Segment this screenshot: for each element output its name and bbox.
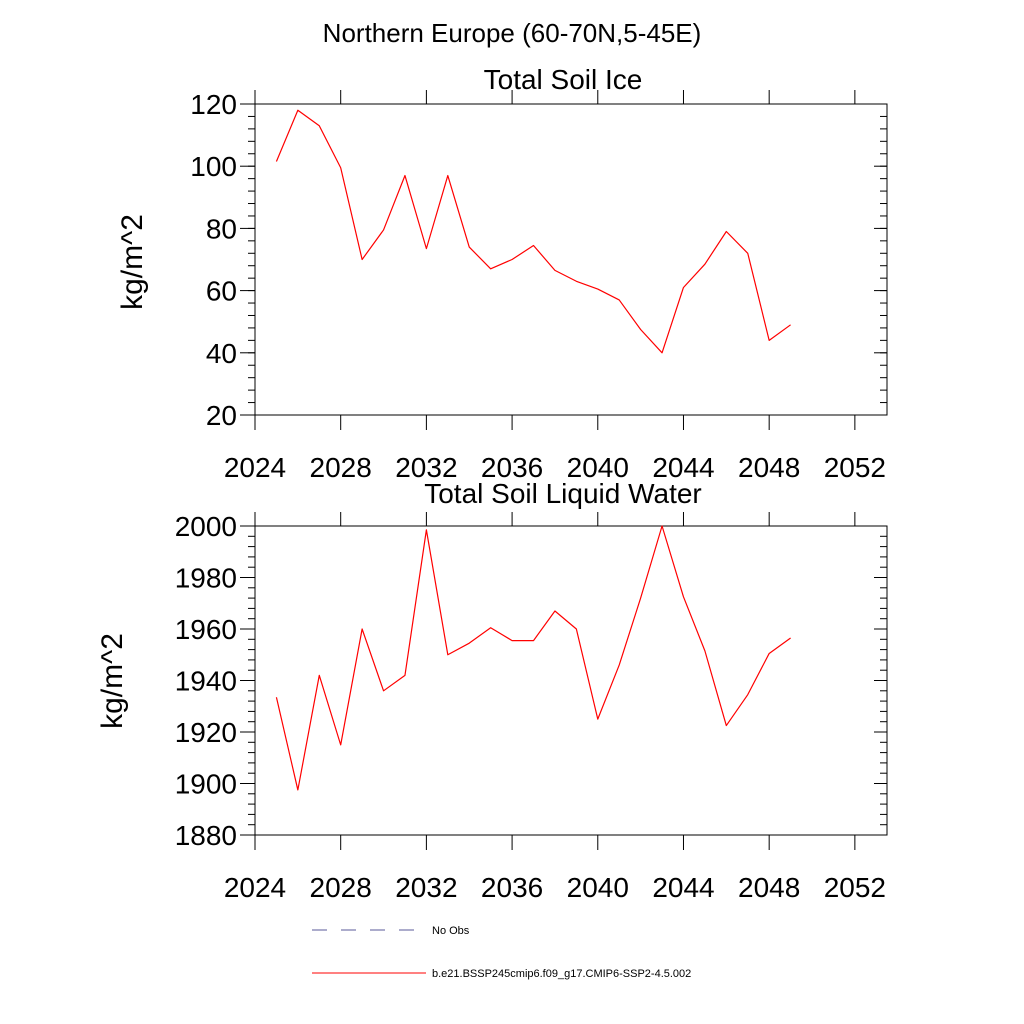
y-axis-label: kg/m^2 <box>116 214 149 310</box>
y-tick-label: 2000 <box>175 511 237 542</box>
y-tick-label: 1900 <box>175 769 237 800</box>
y-tick-label: 40 <box>206 338 237 369</box>
y-tick-label: 80 <box>206 213 237 244</box>
x-tick-label: 2024 <box>224 452 286 483</box>
y-tick-label: 1940 <box>175 666 237 697</box>
figure-title: Northern Europe (60-70N,5-45E) <box>323 18 702 48</box>
y-tick-label: 120 <box>190 89 237 120</box>
x-tick-label: 2044 <box>652 872 714 903</box>
series-line <box>275 109 791 354</box>
x-tick-label: 2028 <box>310 872 372 903</box>
x-tick-label: 2044 <box>652 452 714 483</box>
y-tick-label: 1880 <box>175 820 237 851</box>
y-tick-label: 1980 <box>175 563 237 594</box>
y-tick-label: 1920 <box>175 717 237 748</box>
y-tick-label: 1960 <box>175 614 237 645</box>
x-tick-label: 2048 <box>738 872 800 903</box>
x-tick-label: 2028 <box>310 452 372 483</box>
legend: No Obs b.e21.BSSP245cmip6.f09_g17.CMIP6-… <box>312 925 691 980</box>
series-marks <box>275 109 791 354</box>
soil-liquid-water-chart: Total Soil Liquid Water kg/m^2 188019001… <box>96 478 888 903</box>
x-tick-label: 2052 <box>824 452 886 483</box>
legend-model-label: b.e21.BSSP245cmip6.f09_g17.CMIP6-SSP2-4.… <box>432 968 691 980</box>
legend-obs-label: No Obs <box>432 925 470 937</box>
plot-frame <box>254 525 888 836</box>
x-tick-label: 2052 <box>824 872 886 903</box>
x-tick-label: 2040 <box>567 452 629 483</box>
chart-title: Total Soil Ice <box>484 64 643 95</box>
axis-ticks: 1880 1900 1920 1940 1960 1980 2000 2024 2028 2032… <box>175 511 887 903</box>
x-tick-label: 2036 <box>481 452 543 483</box>
x-tick-label: 2036 <box>481 872 543 903</box>
series-marks <box>275 525 791 791</box>
y-tick-label: 20 <box>206 400 237 431</box>
y-axis-label: kg/m^2 <box>96 633 129 729</box>
plot-frame <box>254 103 888 416</box>
series-line <box>275 525 791 791</box>
y-tick-label: 60 <box>206 276 237 307</box>
soil-ice-chart: Total Soil Ice kg/m^2 204060801001202024… <box>116 64 888 483</box>
x-tick-label: 2048 <box>738 452 800 483</box>
x-tick-label: 2024 <box>224 872 286 903</box>
x-tick-label: 2032 <box>395 872 457 903</box>
y-tick-label: 100 <box>190 151 237 182</box>
chart-title: Total Soil Liquid Water <box>424 478 702 509</box>
x-tick-label: 2032 <box>395 452 457 483</box>
x-tick-label: 2040 <box>567 872 629 903</box>
